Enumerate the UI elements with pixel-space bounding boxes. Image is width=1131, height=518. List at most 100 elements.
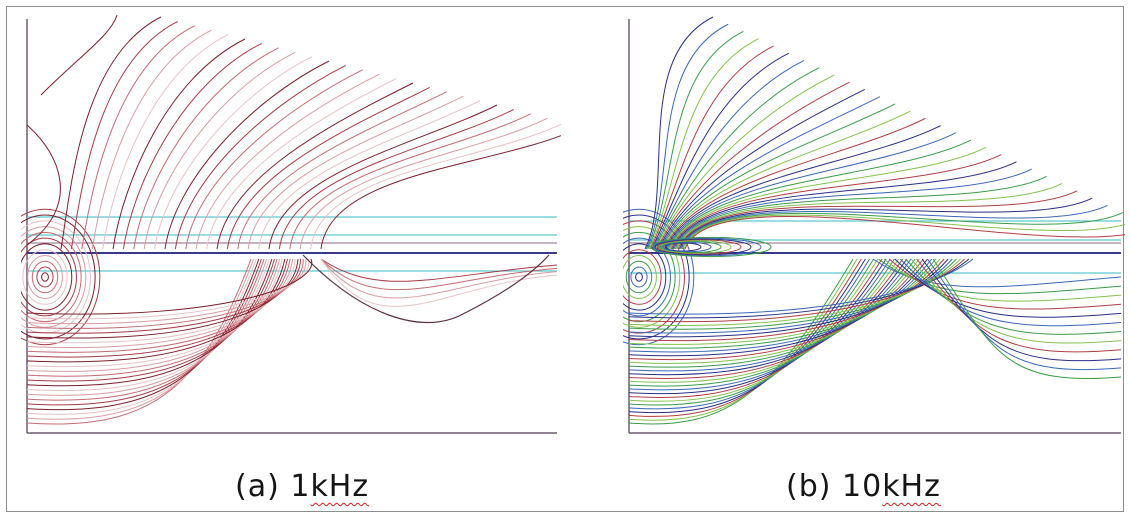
field-line-upper-12 [174,64,347,250]
field-line-lower-30 [628,258,974,315]
field-line-lower-24 [628,258,949,338]
field-line-lower-23 [26,258,310,320]
field-line-lower-29 [628,258,970,319]
field-line-lower-16 [26,258,291,353]
source-ring-8 [21,231,82,323]
source-ring-3 [625,260,653,294]
field-line-right-4 [889,258,1122,310]
field-line-upper-26 [679,197,1093,250]
caption-b-number: 10 [842,469,883,504]
field-line-upper-22 [673,168,1032,250]
field-line-upper-1 [60,16,162,250]
field-line-upper-6 [651,52,790,250]
source-ring-7 [623,237,671,317]
tip-cluster-ring-6 [654,238,752,256]
field-line-upper-24 [676,183,1063,250]
source-ring-7 [21,237,77,317]
field-line-lower-23 [628,258,945,342]
field-line-lower-17 [26,258,294,349]
tip-cluster-ring-1 [664,242,702,252]
field-line-lower-19 [26,258,299,339]
field-line-upper-2 [70,20,179,250]
field-line-right-3 [883,258,1122,302]
field-line-right-3 [320,258,558,299]
field-line-upper-17 [226,86,431,250]
caption-b-prefix: (b) [786,469,832,504]
field-line-upper-21 [268,104,498,250]
tip-cluster-ring-2 [662,241,712,253]
field-line-lower-19 [628,258,928,357]
field-line-right-5 [894,258,1122,318]
field-line-right-1 [320,258,558,282]
field-line-upper-16 [665,125,941,250]
panel-a-svg [21,15,561,434]
tip-cluster-ring-4 [658,240,732,254]
field-line-lower-17 [628,258,920,364]
field-line-upper-18 [667,139,972,250]
source-ring-2 [36,266,54,288]
field-line-upper-16 [216,82,414,250]
field-line-arc-left [26,124,61,246]
field-line-lower-11 [628,258,895,387]
field-line-upper-20 [258,100,481,250]
field-line-lower-8 [628,258,883,398]
field-line-upper-15 [663,117,926,250]
field-line-lower-21 [26,258,304,329]
field-line-upper-7 [652,60,805,250]
field-line-upper-8 [133,47,279,250]
field-line-upper-25 [310,123,561,250]
tip-cluster-ring-8 [650,236,772,258]
source-ring-9 [623,226,681,328]
field-line-upper-9 [655,74,835,250]
source-ring-1 [41,272,49,282]
field-line-lower-28 [628,258,966,323]
source-ring-1 [635,272,643,282]
caption-b: (b) 10kHz [786,469,941,504]
field-line-upper-8 [654,67,820,250]
field-line-upper-23 [674,175,1048,250]
field-line-lower-3 [26,258,257,415]
source-ring-4 [27,254,63,300]
field-line-upper-5 [650,45,774,250]
field-line-lower-5 [628,258,870,410]
field-line-lower-13 [26,258,283,368]
field-line-upper-7 [122,42,263,250]
under-lobe-line [302,254,550,323]
field-line-lower-9 [26,258,273,387]
field-line-lower-18 [628,258,924,361]
field-line-upper-12 [659,96,881,250]
field-line-lower-8 [26,258,270,391]
field-line-upper-29 [683,214,1125,250]
field-line-upper-24 [299,117,548,250]
field-line-right-7 [905,258,1122,335]
field-line-upper-10 [656,81,850,250]
field-line-lower-27 [628,258,961,326]
field-line-lower-10 [628,258,891,391]
caption-a: (a) 1kHz [235,469,369,504]
field-line-lower-6 [628,258,875,406]
field-line-right-1 [872,258,1122,288]
field-line-upper-4 [648,38,759,250]
field-line-upper-2 [645,23,729,250]
field-line-lower-4 [628,258,866,414]
field-line-lower-10 [26,258,275,382]
source-ring-10 [623,220,685,334]
source-ring-5 [623,249,662,305]
field-line-upper-27 [680,204,1108,250]
caption-a-unit: kHz [310,469,370,504]
source-ring-11 [21,214,96,340]
field-line-right-2 [878,258,1122,295]
source-ring-9 [21,226,87,328]
source-ring-4 [623,254,657,300]
field-line-lower-20 [26,258,302,334]
field-line-upper-14 [195,73,380,250]
field-line-upper-13 [185,69,363,250]
field-line-lower-12 [26,258,281,372]
field-line-lower-16 [628,258,916,368]
source-ring-3 [31,260,59,294]
field-line-lower-5 [26,258,262,406]
caption-a-number: 1 [290,469,311,504]
panel-b-contour-plot [623,15,1125,435]
field-line-arc-top [40,15,118,96]
field-line-upper-1 [644,16,714,250]
